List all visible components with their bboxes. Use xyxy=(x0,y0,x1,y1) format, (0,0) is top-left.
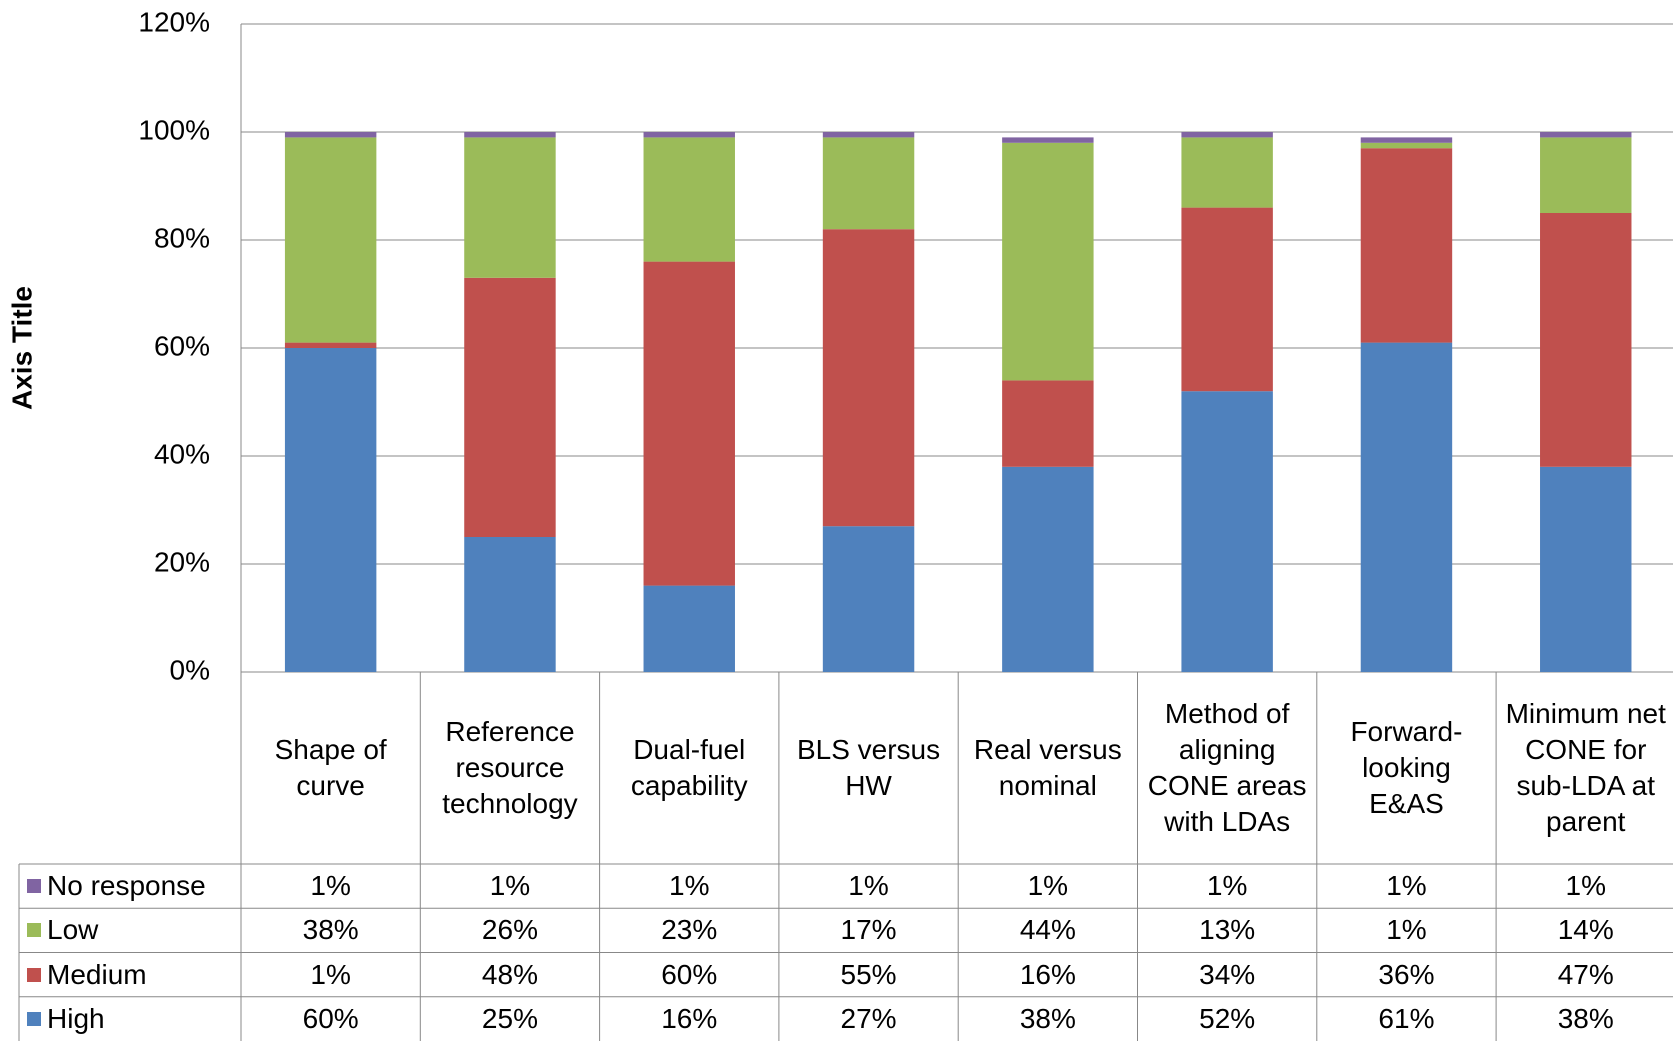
data-label: 17% xyxy=(840,914,897,946)
y-tick-label: 20% xyxy=(154,546,210,577)
bar-segment xyxy=(1360,142,1453,149)
y-tick-label: 120% xyxy=(138,6,210,37)
y-tick-label: 80% xyxy=(154,222,210,253)
bar-segment xyxy=(1181,132,1273,138)
bar-segment xyxy=(643,137,735,262)
category-label: Minimum net CONE for sub-LDA at parent xyxy=(1505,698,1666,837)
bar-segment xyxy=(822,132,915,138)
data-label: 1% xyxy=(1386,870,1427,902)
legend-swatch xyxy=(27,923,41,938)
y-tick-label: 100% xyxy=(138,114,210,145)
bar-segment xyxy=(284,348,377,672)
legend-swatch xyxy=(27,879,41,894)
data-label: 34% xyxy=(1199,958,1256,990)
bar-segment xyxy=(643,132,735,138)
bar-segment xyxy=(1002,142,1094,381)
bar-segment xyxy=(1002,137,1094,143)
data-label: 13% xyxy=(1199,914,1256,946)
legend-label: Medium xyxy=(47,958,147,990)
data-label: 1% xyxy=(310,870,351,902)
data-label: 52% xyxy=(1199,1002,1256,1034)
legend-label: Low xyxy=(47,914,99,946)
bar-segment xyxy=(643,261,735,586)
bar-segment xyxy=(464,137,556,278)
data-label: 48% xyxy=(481,958,538,990)
data-label: 60% xyxy=(302,1002,359,1034)
y-tick-label: 60% xyxy=(154,330,210,361)
bar-segment xyxy=(1181,207,1273,392)
data-label: 23% xyxy=(661,914,718,946)
bar-segment xyxy=(1360,148,1453,343)
data-label: 44% xyxy=(1019,914,1076,946)
bar-segment xyxy=(1002,466,1094,672)
bar-segment xyxy=(464,277,556,537)
legend-entry: No response xyxy=(19,864,241,908)
bar-segment xyxy=(822,229,915,527)
bar-segment xyxy=(1360,342,1453,672)
bar-segment xyxy=(822,137,915,230)
bar-segment xyxy=(1540,466,1632,672)
bar-segment xyxy=(1002,380,1094,467)
data-label: 1% xyxy=(1386,914,1427,946)
data-label: 16% xyxy=(661,1002,718,1034)
data-label: 16% xyxy=(1019,958,1076,990)
data-label: 1% xyxy=(489,870,531,902)
y-tick-label: 40% xyxy=(154,438,210,469)
data-label: 55% xyxy=(840,958,897,990)
bar-segment xyxy=(284,137,377,343)
data-label: 1% xyxy=(1565,870,1606,902)
data-label: 38% xyxy=(1557,1002,1614,1034)
data-label: 61% xyxy=(1378,1002,1435,1034)
bar-segment xyxy=(464,537,556,672)
data-label: 36% xyxy=(1378,958,1435,990)
legend-label: No response xyxy=(47,870,206,902)
bar-segment xyxy=(464,132,556,138)
legend-entry: Medium xyxy=(19,953,241,997)
data-label: 1% xyxy=(310,958,351,990)
bar-segment xyxy=(284,342,377,348)
category-label: Method of aligning CONE areas with LDAs xyxy=(1147,698,1307,837)
data-label: 38% xyxy=(1019,1002,1076,1034)
bar-segment xyxy=(1181,137,1273,208)
category-label: Forward-looking E&AS xyxy=(1350,716,1463,819)
category-label: Shape of curve xyxy=(274,734,387,801)
legend-swatch xyxy=(27,1011,41,1026)
category-label: Real versus nominal xyxy=(973,734,1122,801)
data-label: 1% xyxy=(1027,870,1069,902)
bar-segment xyxy=(284,132,377,138)
data-label: 1% xyxy=(848,870,889,902)
bar-segment xyxy=(1540,137,1632,213)
data-label: 47% xyxy=(1557,958,1614,990)
data-label: 38% xyxy=(302,914,359,946)
legend-label: High xyxy=(47,1002,105,1034)
legend-entry: High xyxy=(19,997,241,1041)
bar-segment xyxy=(1360,137,1453,143)
data-label: 60% xyxy=(661,958,718,990)
data-label: 1% xyxy=(1206,870,1248,902)
category-label: BLS versus HW xyxy=(796,734,941,801)
bar-segment xyxy=(1181,391,1273,672)
data-label: 25% xyxy=(481,1002,538,1034)
bar-segment xyxy=(1540,213,1632,467)
data-label: 26% xyxy=(481,914,538,946)
legend-swatch xyxy=(27,967,41,982)
y-tick-label: 0% xyxy=(170,654,210,685)
legend-entry: Low xyxy=(19,908,241,952)
bar-segment xyxy=(822,526,915,672)
data-label: 1% xyxy=(669,870,710,902)
data-label: 14% xyxy=(1557,914,1614,946)
category-label: Dual-fuel capability xyxy=(630,734,748,801)
data-label: 27% xyxy=(840,1002,897,1034)
bar-segment xyxy=(643,585,735,672)
category-label: Reference resource technology xyxy=(442,716,578,819)
bar-segment xyxy=(1540,132,1632,138)
y-axis-title: Axis Title xyxy=(6,286,37,410)
